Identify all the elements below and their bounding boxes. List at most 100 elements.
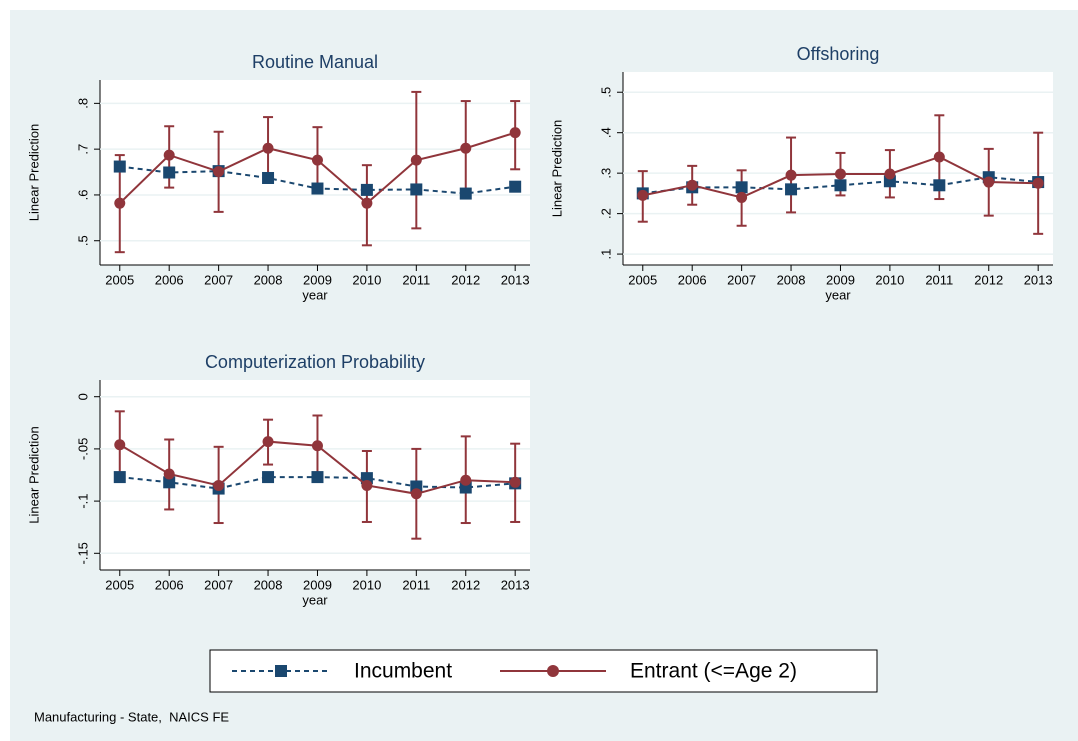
x-tick-label: 2011 xyxy=(402,272,430,287)
x-tick-label: 2006 xyxy=(155,272,184,287)
y-tick-label: .3 xyxy=(598,168,613,179)
x-tick-label: 2012 xyxy=(451,272,480,287)
y-tick-label: .5 xyxy=(75,235,90,246)
marker xyxy=(834,179,847,192)
marker xyxy=(736,191,748,203)
x-tick-label: 2013 xyxy=(1024,272,1053,287)
x-tick-label: 2012 xyxy=(451,577,480,592)
x-tick-label: 2005 xyxy=(105,272,134,287)
marker xyxy=(311,154,323,166)
y-tick-label: 0 xyxy=(75,393,90,400)
marker xyxy=(983,176,995,188)
legend-marker xyxy=(547,665,559,677)
x-tick-label: 2011 xyxy=(925,272,953,287)
marker xyxy=(213,479,225,491)
subplot-title: Offshoring xyxy=(797,44,880,64)
marker xyxy=(410,183,423,196)
marker xyxy=(361,479,373,491)
marker xyxy=(460,142,472,154)
marker xyxy=(262,436,274,448)
y-tick-label: .4 xyxy=(598,127,613,138)
y-tick-label: -.1 xyxy=(75,494,90,509)
y-tick-label: .2 xyxy=(598,208,613,219)
marker xyxy=(884,168,896,180)
marker xyxy=(933,179,946,192)
y-tick-label: .7 xyxy=(75,144,90,155)
x-tick-label: 2013 xyxy=(501,577,530,592)
x-tick-label: 2008 xyxy=(777,272,806,287)
x-tick-label: 2011 xyxy=(402,577,430,592)
x-tick-label: 2009 xyxy=(303,577,332,592)
marker xyxy=(785,183,798,196)
marker xyxy=(785,169,797,181)
marker xyxy=(113,160,126,173)
marker xyxy=(163,166,176,179)
legend-marker xyxy=(275,665,287,677)
marker xyxy=(410,488,422,500)
note: Manufacturing - State, NAICS FE xyxy=(34,709,229,724)
subplot-title: Routine Manual xyxy=(252,52,378,72)
y-tick-label: .1 xyxy=(598,249,613,260)
marker xyxy=(163,149,175,161)
marker xyxy=(509,476,521,488)
marker xyxy=(459,187,472,200)
y-axis-label: Linear Prediction xyxy=(26,124,41,222)
marker xyxy=(113,471,126,484)
x-tick-label: 2010 xyxy=(352,577,381,592)
marker xyxy=(311,471,324,484)
x-tick-label: 2008 xyxy=(254,272,283,287)
marker xyxy=(834,168,846,180)
x-tick-label: 2008 xyxy=(254,577,283,592)
x-tick-label: 2007 xyxy=(727,272,756,287)
marker xyxy=(460,474,472,486)
y-axis-label: Linear Prediction xyxy=(26,426,41,524)
y-tick-label: .8 xyxy=(75,98,90,109)
marker xyxy=(410,154,422,166)
subplot-title: Computerization Probability xyxy=(205,352,425,372)
y-tick-label: .6 xyxy=(75,190,90,201)
marker xyxy=(163,476,176,489)
x-axis-label: year xyxy=(302,592,328,607)
x-tick-label: 2005 xyxy=(628,272,657,287)
legend-label: Entrant (<=Age 2) xyxy=(630,660,797,683)
x-tick-label: 2006 xyxy=(155,577,184,592)
x-axis-label: year xyxy=(302,287,328,302)
marker xyxy=(262,171,275,184)
marker xyxy=(686,179,698,191)
marker xyxy=(933,151,945,163)
marker xyxy=(114,439,126,451)
y-axis-label: Linear Prediction xyxy=(549,120,564,218)
x-tick-label: 2010 xyxy=(352,272,381,287)
x-tick-label: 2010 xyxy=(875,272,904,287)
x-tick-label: 2009 xyxy=(826,272,855,287)
marker xyxy=(509,127,521,139)
x-axis-label: year xyxy=(825,287,851,302)
x-tick-label: 2005 xyxy=(105,577,134,592)
marker xyxy=(1032,177,1044,189)
y-tick-label: .5 xyxy=(598,87,613,98)
marker xyxy=(311,182,324,195)
x-tick-label: 2012 xyxy=(974,272,1003,287)
y-tick-label: -.15 xyxy=(75,542,90,564)
marker xyxy=(262,142,274,154)
x-tick-label: 2006 xyxy=(678,272,707,287)
marker xyxy=(361,197,373,209)
legend-label: Incumbent xyxy=(354,660,452,683)
x-tick-label: 2007 xyxy=(204,577,233,592)
x-tick-label: 2007 xyxy=(204,272,233,287)
marker xyxy=(114,197,126,209)
marker xyxy=(163,468,175,480)
x-tick-label: 2013 xyxy=(501,272,530,287)
x-tick-label: 2009 xyxy=(303,272,332,287)
y-tick-label: -.05 xyxy=(75,438,90,460)
marker xyxy=(637,189,649,201)
marker xyxy=(262,471,275,484)
marker xyxy=(509,180,522,193)
marker xyxy=(213,166,225,178)
marker xyxy=(735,181,748,194)
marker xyxy=(311,440,323,452)
marker xyxy=(360,183,373,196)
plot-area xyxy=(623,72,1053,265)
